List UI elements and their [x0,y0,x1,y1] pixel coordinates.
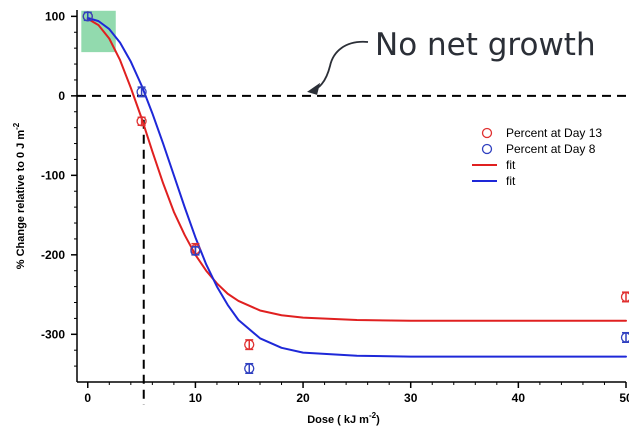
y-tick-label: 0 [58,89,65,103]
legend-label: Percent at Day 13 [506,126,602,140]
y-axis-label: % Change relative to 0 J m-2 [12,122,27,269]
annotation-arrowhead [307,82,321,95]
legend-marker [481,127,493,139]
x-tick-label: 30 [404,391,418,405]
annotation-no-net-growth: No net growth [375,27,596,63]
x-tick-label: 40 [512,391,526,405]
data-point-series-1 [620,291,629,303]
x-tick-label: 20 [296,391,310,405]
x-tick-label: 0 [84,391,91,405]
legend-label: fit [506,174,516,188]
data-point-series-2 [190,245,201,256]
data-point-series-1 [136,116,147,127]
legend-label: fit [506,158,516,172]
data-point-series-2 [244,363,255,374]
y-ticks: 100 0 -100 -200 -300 [41,9,77,367]
annotation-arrow [312,40,369,90]
x-axis-label: Dose ( kJ m-2) [307,411,380,426]
data-points [82,11,629,375]
fit-line-1 [86,17,627,322]
legend: Percent at Day 13 Percent at Day 8 fit fit [472,126,602,188]
legend-label: Percent at Day 8 [506,142,596,156]
data-point-series-1 [244,339,255,350]
data-point-series-2 [82,11,93,22]
fit-line-2 [86,16,627,358]
x-tick-label: 50 [619,391,629,405]
y-tick-label: -100 [41,168,65,182]
y-tick-label: -200 [41,248,65,262]
x-ticks: 0 10 20 30 40 50 [84,382,629,405]
data-point-series-2 [136,86,147,98]
data-point-series-2 [620,332,629,343]
legend-marker [481,143,493,155]
y-tick-label: 100 [45,9,65,23]
fit-lines [86,16,627,358]
x-tick-label: 10 [189,391,203,405]
y-tick-label: -300 [41,327,65,341]
